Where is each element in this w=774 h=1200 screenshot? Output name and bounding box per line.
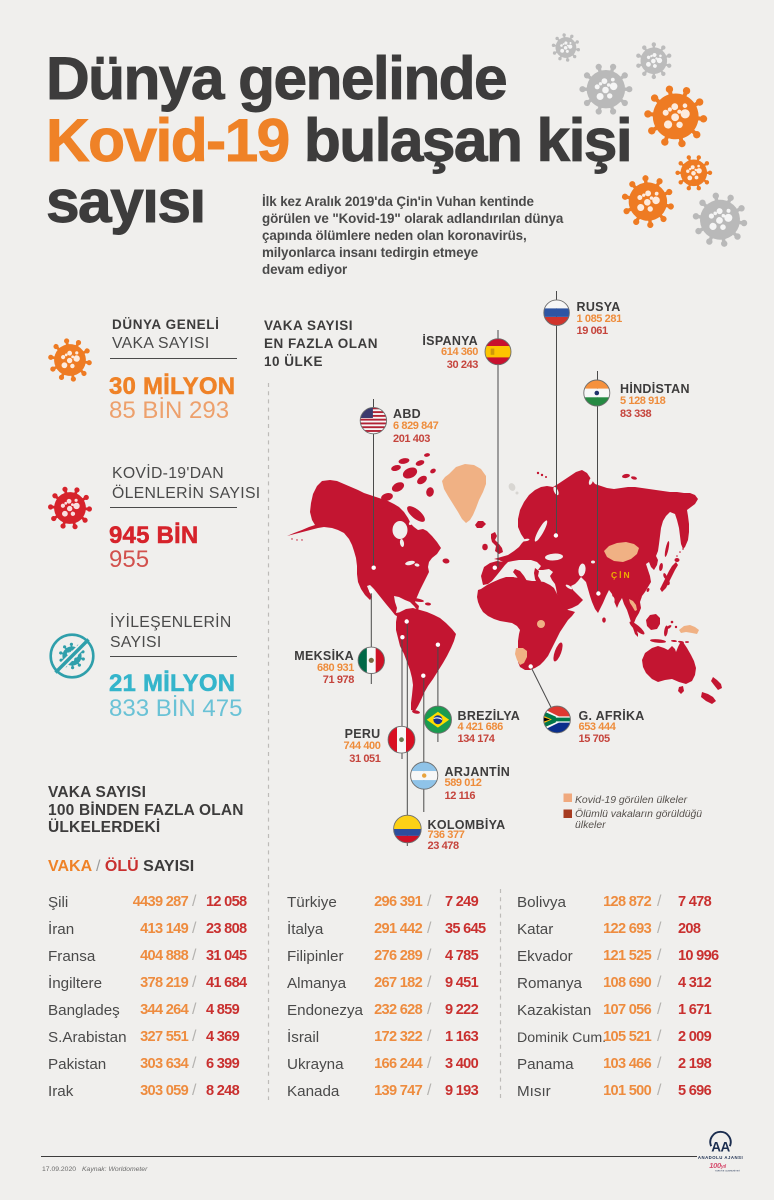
svg-text:100yıl: 100yıl	[709, 1161, 726, 1170]
svg-text:ANADOLU AJANSI: ANADOLU AJANSI	[698, 1155, 743, 1160]
svg-text:TÜRKİYE CUMHURİYETİ: TÜRKİYE CUMHURİYETİ	[715, 1170, 741, 1173]
svg-text:AA: AA	[711, 1140, 730, 1155]
